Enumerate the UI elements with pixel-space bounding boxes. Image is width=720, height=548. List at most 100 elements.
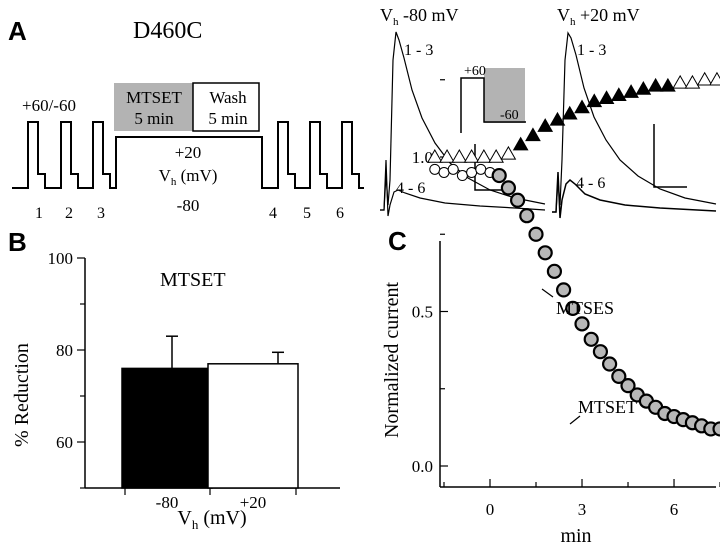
mtset-point xyxy=(574,316,590,332)
panel-b-title: MTSET xyxy=(160,269,226,291)
mtset-point xyxy=(592,344,609,360)
mtset-point xyxy=(466,166,478,178)
mtses-point xyxy=(549,111,566,126)
trace-label-post-2: 4 - 6 xyxy=(576,175,605,192)
trace-minus80-after xyxy=(380,159,546,217)
mtses-point xyxy=(463,148,480,163)
mtset-point xyxy=(620,378,636,394)
mtset-shade-box xyxy=(114,83,193,131)
mtses-point xyxy=(561,105,578,120)
panel-b-bars xyxy=(121,335,299,489)
scale-bar-2 xyxy=(653,124,687,188)
mtses-point xyxy=(684,74,701,89)
c-x-tick-label: 0 xyxy=(486,500,495,519)
mtset-point xyxy=(712,421,720,437)
mtset-point xyxy=(537,245,553,261)
b-x-tick-label: -80 xyxy=(156,493,179,512)
mtset-point xyxy=(500,180,517,196)
mtset-point xyxy=(583,331,599,347)
b-x-tick-label: +20 xyxy=(240,493,267,512)
inset-bottom-label: -60 xyxy=(500,108,519,123)
mtses-point xyxy=(647,77,664,92)
mtset-point xyxy=(429,163,441,175)
mtset-point xyxy=(475,163,487,175)
mtset-point xyxy=(602,356,618,372)
prepulse-label: +60/-60 xyxy=(22,96,76,115)
panel-c: C Normalized current min 0.00.51.00369 M… xyxy=(381,71,720,547)
mtses-point xyxy=(488,148,504,163)
pulse-number-3: 3 xyxy=(97,205,105,222)
panel-b-ylabel: % Reduction xyxy=(11,343,33,447)
mtset-point xyxy=(611,368,627,384)
mtses-point xyxy=(623,84,639,98)
mtses-pointer xyxy=(541,288,554,298)
pulse-number-6: 6 xyxy=(336,205,344,222)
mtset-point xyxy=(510,192,526,208)
mtset-point xyxy=(438,166,450,178)
mtses-point xyxy=(598,90,615,105)
b-bar-minus80 xyxy=(121,367,213,489)
mtses-point xyxy=(512,136,529,151)
trace-plus20-after xyxy=(552,171,717,219)
mtset-point xyxy=(447,163,459,175)
inset-shade xyxy=(484,68,525,123)
c-x-tick-label: 3 xyxy=(578,500,587,519)
trace-label-post: 4 - 6 xyxy=(396,180,425,197)
panel-c-data-points xyxy=(426,71,720,437)
mtset-point xyxy=(528,226,544,242)
mtset-point xyxy=(456,170,468,182)
panel-a: A D460C +60/-60 MTSET 5 min Wash 5 min +… xyxy=(8,5,717,222)
protocol-waveform xyxy=(12,121,364,189)
mtses-point xyxy=(451,148,468,163)
inset-top-label: +60 xyxy=(464,64,486,79)
mtses-point xyxy=(586,93,603,108)
mtses-point xyxy=(426,148,443,163)
c-y-tick-label: 1.0 xyxy=(412,148,433,167)
panel-a-letter: A xyxy=(8,16,27,46)
trace-label-pre: 1 - 3 xyxy=(404,42,433,59)
mtset-pointer xyxy=(569,415,581,425)
trace-title-vh-minus80: Vh -80 mV xyxy=(380,5,459,28)
inset-waveform xyxy=(460,77,526,133)
mtses-point xyxy=(709,71,720,86)
b-y-tick-label: 100 xyxy=(48,249,74,268)
pulse-number-2: 2 xyxy=(65,205,73,222)
wash-box xyxy=(192,82,260,132)
wash-box-duration: 5 min xyxy=(208,109,248,128)
c-x-tick-label: 6 xyxy=(670,500,679,519)
mtset-box-duration: 5 min xyxy=(134,109,174,128)
pulse-number-5: 5 xyxy=(303,205,311,222)
mtset-point xyxy=(519,208,535,224)
mtset-point xyxy=(546,263,563,279)
mtses-point xyxy=(660,77,676,92)
mtset-point xyxy=(565,300,581,317)
mtses-point xyxy=(439,148,455,163)
mtset-box-label: MTSET xyxy=(126,88,182,107)
hold-plus-label: +20 xyxy=(175,143,202,162)
pulse-number-4: 4 xyxy=(269,205,277,222)
hold-minus-label: -80 xyxy=(177,196,200,215)
mtses-point xyxy=(500,145,517,160)
trace-label-pre-2: 1 - 3 xyxy=(577,42,606,59)
mtset-series-label: MTSET xyxy=(578,397,637,417)
panel-b-xlabel: Vh (mV) xyxy=(177,507,246,532)
panel-b: B MTSET % Reduction Vh (mV) 60 80 100 -80 +2… xyxy=(8,227,340,532)
c-y-tick-label: 0.5 xyxy=(412,303,433,322)
mtses-point xyxy=(672,74,689,89)
mtses-point xyxy=(574,99,590,114)
mtset-point xyxy=(491,167,507,184)
panel-c-letter: C xyxy=(388,226,407,256)
hold-vh-label: Vh (mV) xyxy=(159,166,218,188)
b-y-tick-label: 60 xyxy=(56,433,73,452)
pulse-number-1: 1 xyxy=(35,205,43,222)
mtses-series-label: MTSES xyxy=(556,298,614,318)
b-y-tick-label: 80 xyxy=(56,341,73,360)
pulse-number-labels: 1 2 3 4 5 6 xyxy=(35,205,344,222)
mtses-point xyxy=(537,118,554,132)
trace-title-vh-plus20: Vh +20 mV xyxy=(557,5,640,28)
mtses-point xyxy=(525,127,541,142)
mtses-point xyxy=(696,71,713,86)
c-y-tick-label: 0.0 xyxy=(412,457,433,476)
construct-label: D460C xyxy=(133,18,202,44)
